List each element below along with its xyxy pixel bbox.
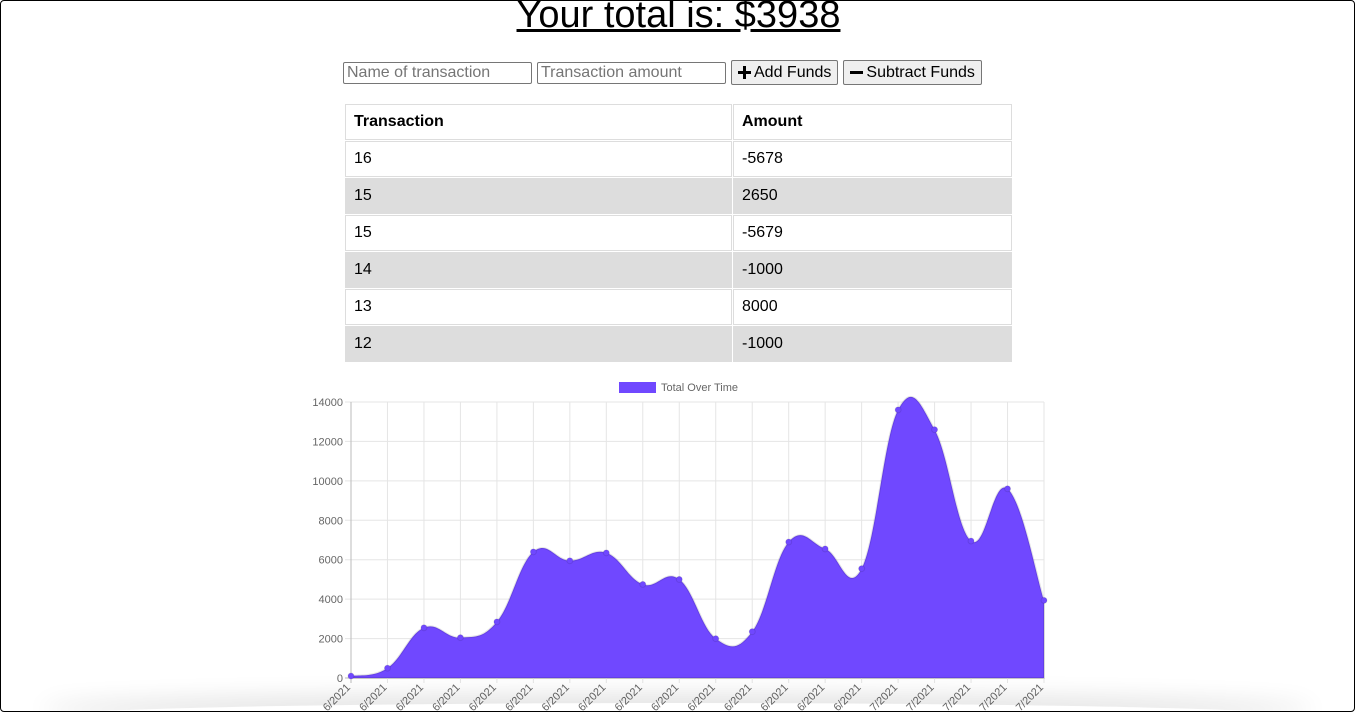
x-tick-label: 6/2021 xyxy=(430,682,462,712)
table-row: 16 -5678 xyxy=(345,141,1012,177)
transaction-name-cell: 13 xyxy=(345,289,732,325)
y-tick-label: 0 xyxy=(337,673,343,685)
data-point xyxy=(785,538,793,546)
add-funds-button[interactable]: Add Funds xyxy=(731,60,839,85)
amount-column-header: Amount xyxy=(733,104,1012,140)
subtract-funds-label: Subtract Funds xyxy=(866,63,975,81)
x-tick-label: 6/2021 xyxy=(795,682,827,712)
x-tick-label: 7/2021 xyxy=(904,682,936,712)
plus-icon xyxy=(738,66,751,79)
x-tick-label: 6/2021 xyxy=(357,682,389,712)
data-point xyxy=(748,628,756,636)
legend-swatch xyxy=(619,382,656,393)
table-row: 14 -1000 xyxy=(345,252,1012,288)
y-tick-label: 12000 xyxy=(312,436,343,448)
y-tick-label: 4000 xyxy=(319,594,343,606)
data-point xyxy=(493,618,501,626)
transaction-name-cell: 14 xyxy=(345,252,732,288)
y-tick-label: 14000 xyxy=(312,397,343,409)
y-tick-label: 10000 xyxy=(312,476,343,488)
x-tick-label: 7/2021 xyxy=(941,682,973,712)
data-point xyxy=(858,565,866,573)
x-tick-label: 7/2021 xyxy=(1014,682,1046,712)
transaction-amount-input[interactable] xyxy=(537,61,726,84)
transaction-amount-cell: -5678 xyxy=(733,141,1012,177)
table-header-row: Transaction Amount xyxy=(345,104,1012,140)
x-tick-label: 7/2021 xyxy=(868,682,900,712)
data-point xyxy=(1004,485,1012,493)
data-point xyxy=(383,664,391,672)
table-row: 13 8000 xyxy=(345,289,1012,325)
transaction-amount-cell: 8000 xyxy=(733,289,1012,325)
transaction-name-cell: 12 xyxy=(345,326,732,362)
x-tick-label: 6/2021 xyxy=(503,682,535,712)
data-point xyxy=(529,548,537,556)
x-tick-label: 6/2021 xyxy=(467,682,499,712)
data-point xyxy=(566,557,574,565)
transaction-name-cell: 16 xyxy=(345,141,732,177)
table-row: 15 2650 xyxy=(345,178,1012,214)
transaction-name-cell: 15 xyxy=(345,215,732,251)
transaction-name-cell: 15 xyxy=(345,178,732,214)
chart-legend: Total Over Time xyxy=(619,382,738,394)
table-row: 15 -5679 xyxy=(345,215,1012,251)
x-tick-label: 6/2021 xyxy=(576,682,608,712)
y-tick-label: 8000 xyxy=(319,515,343,527)
x-tick-label: 6/2021 xyxy=(831,682,863,712)
x-tick-label: 6/2021 xyxy=(649,682,681,712)
total-heading: Your total is: $3938 xyxy=(516,0,841,36)
add-funds-label: Add Funds xyxy=(754,63,832,81)
data-point xyxy=(639,580,647,588)
x-tick-label: 6/2021 xyxy=(686,682,718,712)
table-row: 12 -1000 xyxy=(345,326,1012,362)
x-tick-label: 6/2021 xyxy=(722,682,754,712)
data-point xyxy=(931,426,939,434)
data-point xyxy=(602,549,610,557)
transaction-amount-cell: -1000 xyxy=(733,326,1012,362)
x-tick-label: 7/2021 xyxy=(977,682,1009,712)
chart-y-ticks: 0 2000 4000 6000 8000 10000 12000 14000 xyxy=(312,397,343,685)
series-area-total-over-time xyxy=(350,395,1045,679)
data-point xyxy=(420,624,428,632)
data-point xyxy=(1040,596,1048,604)
data-point xyxy=(821,545,829,553)
transaction-amount-cell: -1000 xyxy=(733,252,1012,288)
transactions-table: Transaction Amount 16 -5678 15 2650 15 -… xyxy=(344,103,1013,363)
chart-x-ticks: 6/2021 6/2021 6/2021 6/2021 6/2021 6/2021 6/20… xyxy=(321,682,1046,712)
x-tick-label: 6/2021 xyxy=(321,682,353,712)
chart-area xyxy=(350,395,1045,679)
transaction-form: Add Funds Subtract Funds xyxy=(343,60,982,85)
transaction-amount-cell: -5679 xyxy=(733,215,1012,251)
x-tick-label: 6/2021 xyxy=(394,682,426,712)
data-point xyxy=(347,672,355,680)
transaction-amount-cell: 2650 xyxy=(733,178,1012,214)
transaction-column-header: Transaction xyxy=(345,104,732,140)
x-tick-label: 6/2021 xyxy=(759,682,791,712)
data-point xyxy=(894,406,902,414)
minus-icon xyxy=(850,66,864,79)
data-point xyxy=(712,635,720,643)
legend-label: Total Over Time xyxy=(661,382,738,394)
data-point xyxy=(456,634,464,642)
x-tick-label: 6/2021 xyxy=(613,682,645,712)
chart-points xyxy=(347,406,1048,680)
y-tick-label: 2000 xyxy=(319,634,343,646)
transaction-name-input[interactable] xyxy=(343,61,532,84)
data-point xyxy=(675,575,683,583)
y-tick-label: 6000 xyxy=(319,555,343,567)
data-point xyxy=(967,537,975,545)
x-tick-label: 6/2021 xyxy=(540,682,572,712)
subtract-funds-button[interactable]: Subtract Funds xyxy=(843,60,982,85)
